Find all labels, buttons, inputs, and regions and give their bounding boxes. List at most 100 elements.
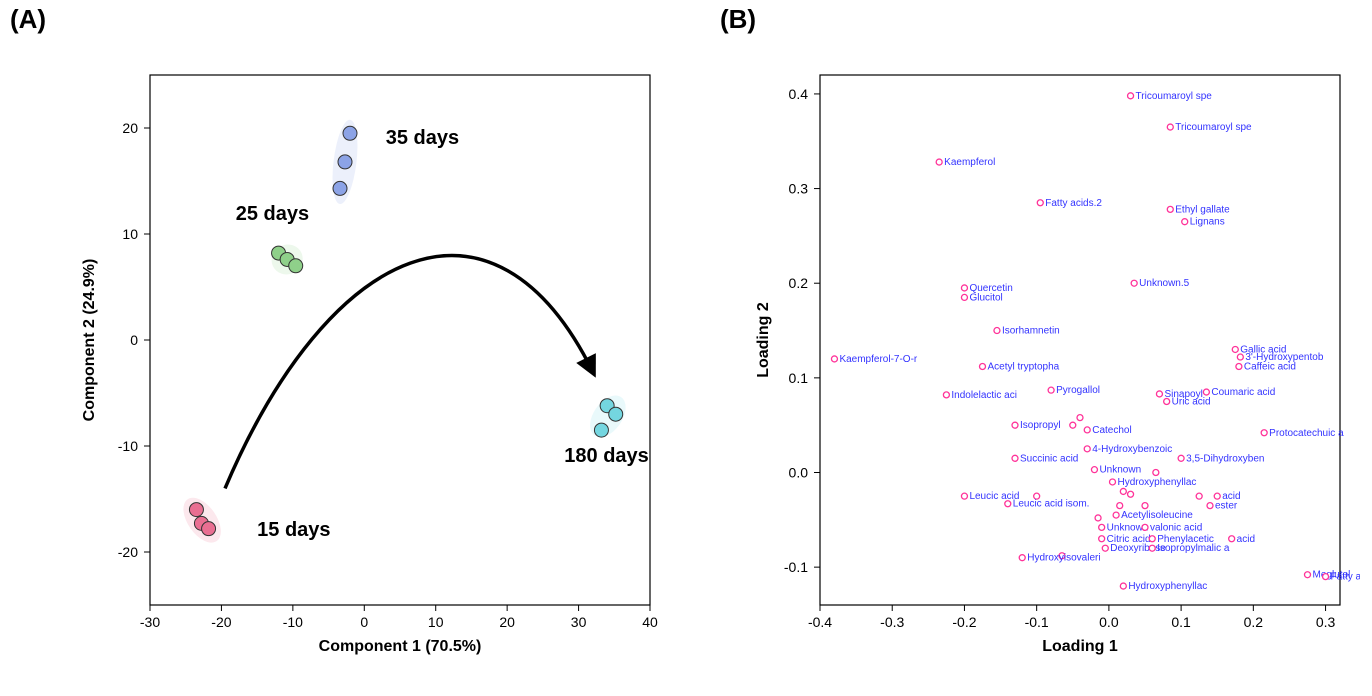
loading-label: Unknown <box>1099 465 1141 476</box>
loading-label: Isopropylmalic a <box>1157 543 1230 554</box>
loading-label: Fatty acids.2 <box>1045 198 1102 209</box>
score-point <box>594 423 608 437</box>
xtick-label: -10 <box>283 614 303 630</box>
loading-label: Kaempferol <box>944 157 995 168</box>
loading-point <box>961 294 967 300</box>
loading-point <box>1229 536 1235 542</box>
plot-b-frame <box>820 75 1340 605</box>
xtick-label: 0.0 <box>1099 614 1119 630</box>
loading-label: 4-Hydroxybenzoic <box>1092 444 1172 455</box>
loading-point <box>1142 524 1148 530</box>
loading-label: Uric acid <box>1172 397 1211 408</box>
loading-point <box>1102 545 1108 551</box>
scores-plot: -30-20-10010203040-20-1001020Component 1… <box>60 45 680 665</box>
ytick-label: -10 <box>118 438 138 454</box>
xtick-label: 0.2 <box>1244 614 1264 630</box>
loading-label: Tricoumaroyl spe <box>1175 122 1252 133</box>
loading-label: Isopropyl <box>1020 420 1061 431</box>
score-point <box>609 407 623 421</box>
loading-point <box>1084 446 1090 452</box>
loading-point <box>994 328 1000 334</box>
ytick-label: 0.4 <box>789 86 809 102</box>
loading-label: Lignans <box>1190 217 1225 228</box>
loading-point <box>1214 493 1220 499</box>
xtick-label: 40 <box>642 614 658 630</box>
loading-point <box>1142 503 1148 509</box>
ytick-label: 0.1 <box>789 370 809 386</box>
loading-label: Isorhamnetin <box>1002 326 1060 337</box>
xtick-label: -0.1 <box>1025 614 1049 630</box>
loading-point <box>961 285 967 291</box>
score-point <box>343 126 357 140</box>
loading-point <box>1323 574 1329 580</box>
loading-point <box>1048 387 1054 393</box>
loading-label: Unknown.5 <box>1139 278 1189 289</box>
loading-label: Hydroxyisovaleri <box>1027 553 1100 564</box>
loading-label: Tricoumaroyl spe <box>1136 91 1213 102</box>
loading-point <box>1203 389 1209 395</box>
y-axis-title: Loading 2 <box>755 302 772 378</box>
loading-label: Protocatechuic a <box>1269 428 1344 439</box>
loading-point <box>1149 545 1155 551</box>
xtick-label: -0.2 <box>952 614 976 630</box>
xtick-label: -0.4 <box>808 614 832 630</box>
xtick-label: 10 <box>428 614 444 630</box>
loading-label: Catechol <box>1092 425 1131 436</box>
score-point <box>189 503 203 517</box>
loading-label: Acetyl tryptopha <box>988 362 1060 373</box>
ytick-label: 20 <box>122 120 138 136</box>
xtick-label: 30 <box>571 614 587 630</box>
loading-point <box>1305 572 1311 578</box>
loading-label: Hydroxyphenyllac <box>1128 581 1207 592</box>
loading-label: Glucitol <box>969 292 1002 303</box>
loading-label: ester <box>1215 501 1238 512</box>
group-ellipse <box>583 389 633 444</box>
loading-point <box>1099 536 1105 542</box>
ytick-label: -0.1 <box>784 559 808 575</box>
score-point <box>333 181 347 195</box>
xtick-label: 0.3 <box>1316 614 1336 630</box>
ytick-label: 0.3 <box>789 181 809 197</box>
xtick-label: 20 <box>499 614 515 630</box>
loading-point <box>1182 219 1188 225</box>
score-point <box>202 522 216 536</box>
ytick-label: 0 <box>130 332 138 348</box>
loading-point <box>1099 524 1105 530</box>
ytick-label: 0.0 <box>789 465 809 481</box>
group-label: 25 days <box>236 203 309 225</box>
loading-point <box>1261 430 1267 436</box>
score-point <box>338 155 352 169</box>
loading-point <box>1070 422 1076 428</box>
loading-point <box>1167 124 1173 130</box>
group-label: 35 days <box>386 127 459 149</box>
loading-point <box>961 493 967 499</box>
loading-point <box>1128 491 1134 497</box>
loading-label: Fatty acids <box>1331 572 1360 583</box>
loading-point <box>1095 515 1101 521</box>
loading-label: Coumaric acid <box>1211 387 1275 398</box>
loading-point <box>1149 536 1155 542</box>
loading-point <box>1167 206 1173 212</box>
xtick-label: 0 <box>360 614 368 630</box>
group-label: 15 days <box>257 519 330 541</box>
panel-b-letter: (B) <box>720 4 756 35</box>
ytick-label: 0.2 <box>789 275 809 291</box>
x-axis-title: Component 1 (70.5%) <box>319 638 482 655</box>
loading-point <box>1196 493 1202 499</box>
loadings-plot: -0.4-0.3-0.2-0.10.00.10.20.3-0.10.00.10.… <box>740 45 1360 665</box>
loading-point <box>1012 455 1018 461</box>
loading-label: Leucic acid isom. <box>1013 499 1090 510</box>
loading-point <box>1091 467 1097 473</box>
loading-point <box>1178 455 1184 461</box>
loading-point <box>1117 503 1123 509</box>
loading-point <box>1037 200 1043 206</box>
loading-label: Kaempferol-7-O-r <box>839 354 917 365</box>
loading-point <box>1232 346 1238 352</box>
loading-label: acid <box>1237 534 1255 545</box>
xtick-label: -0.3 <box>880 614 904 630</box>
y-axis-title: Component 2 (24.9%) <box>81 259 98 422</box>
group-label: 180 days <box>564 445 649 467</box>
loading-point <box>1128 93 1134 99</box>
loading-point <box>1012 422 1018 428</box>
loading-point <box>1131 280 1137 286</box>
